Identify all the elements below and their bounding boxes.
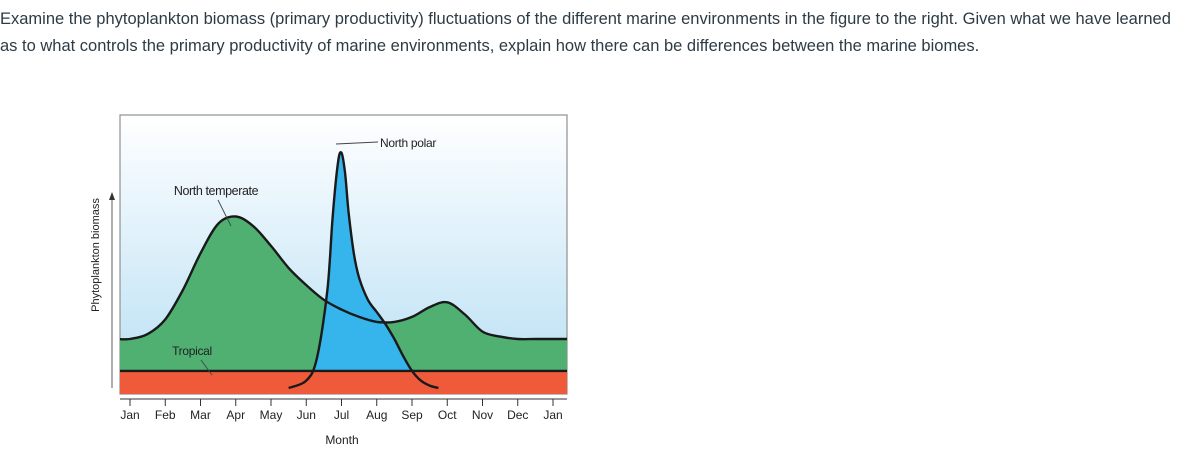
x-tick-label: Nov [472,408,493,422]
x-tick-label: Jan [543,408,562,422]
y-axis-arrowhead [109,192,115,200]
annotation-north-temperate-leader [217,199,232,227]
x-tick-label: Jun [297,408,316,422]
x-tick-label: May [260,408,283,422]
annotation-north-polar: North polar [380,136,436,150]
north-temperate-area [120,216,567,394]
tropical-area [120,370,567,394]
x-tick-label: Sep [401,408,423,422]
north-polar-line [288,150,439,390]
x-tick-label: Apr [226,408,245,422]
annotation-tropical-leader [200,359,213,376]
x-tick-label: Jul [334,408,349,422]
north-polar-area [288,152,439,394]
annotation-north-polar-leader [335,141,379,145]
x-tick-label: Jan [120,408,139,422]
x-tick-label: Aug [366,408,387,422]
x-tick-label: Dec [507,408,528,422]
x-axis-label: Month [325,433,358,447]
x-tick-label: Oct [438,408,457,422]
north-temperate-line [120,215,567,341]
annotation-north-temperate: North temperate [174,184,259,198]
x-tick-label: Mar [190,408,211,422]
annotation-tropical: Tropical [172,344,212,358]
y-axis-label: Phytoplankton biomass [90,198,102,312]
question-text: Examine the phytoplankton biomass (prima… [0,10,1171,55]
x-tick-label: Feb [155,408,176,422]
